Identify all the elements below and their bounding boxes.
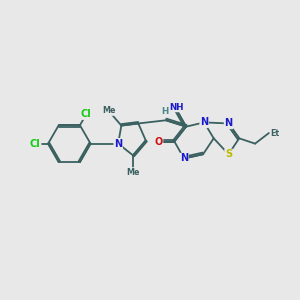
Text: Et: Et [271, 128, 280, 137]
Text: N: N [114, 139, 122, 148]
Text: N: N [200, 117, 208, 128]
Text: Me: Me [102, 106, 116, 115]
Text: N: N [224, 118, 232, 128]
Text: N: N [180, 154, 188, 164]
Text: S: S [225, 149, 232, 159]
Text: NH: NH [169, 103, 184, 112]
Text: O: O [154, 136, 163, 146]
Text: Me: Me [126, 168, 140, 177]
Text: Cl: Cl [30, 139, 41, 148]
Text: H: H [161, 107, 169, 116]
Text: Cl: Cl [81, 109, 92, 119]
